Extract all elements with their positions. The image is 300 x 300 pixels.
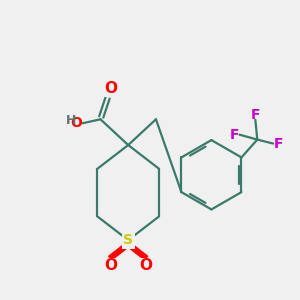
Text: S: S bbox=[123, 233, 133, 247]
Text: O: O bbox=[104, 81, 117, 96]
Text: O: O bbox=[104, 258, 117, 273]
Text: H: H bbox=[66, 114, 76, 127]
Text: F: F bbox=[250, 108, 260, 122]
Text: O: O bbox=[70, 116, 82, 130]
Text: F: F bbox=[230, 128, 239, 142]
Text: F: F bbox=[273, 136, 283, 151]
Text: O: O bbox=[140, 258, 152, 273]
